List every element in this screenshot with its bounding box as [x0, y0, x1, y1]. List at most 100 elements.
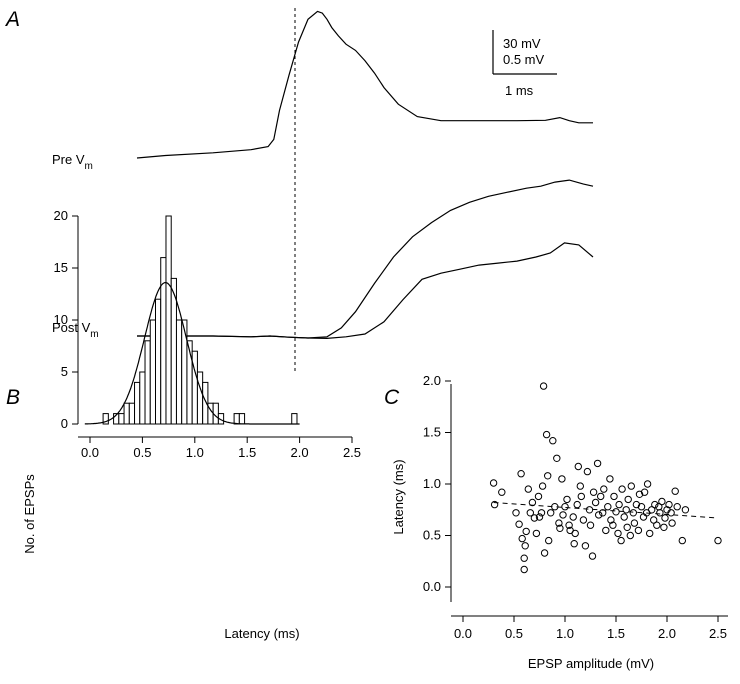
scatter-point	[540, 549, 549, 557]
scatter-x-tick-label: 1.0	[556, 626, 574, 641]
scatter-point	[635, 490, 644, 498]
scatter-point	[656, 509, 664, 517]
scatter-point	[586, 521, 595, 529]
scatter-point	[569, 513, 577, 521]
histogram-bar	[165, 215, 172, 425]
histogram-bar	[134, 381, 141, 425]
scatter-point	[615, 500, 623, 509]
scatter-point	[498, 488, 506, 496]
scatter-point	[606, 475, 614, 483]
regression-dashed-line	[493, 502, 719, 519]
scatter-point	[597, 492, 605, 501]
scatter-point	[576, 482, 584, 490]
scatter-point	[542, 430, 551, 439]
post-vm-label: Post Vm	[52, 320, 99, 340]
scatter-y-axis-title: Latency (ms)	[391, 459, 406, 534]
panel-a-letter: A	[4, 8, 20, 31]
scatter-point	[577, 492, 585, 501]
scale-bar-1ms: 1 ms	[505, 83, 534, 98]
panel-c-letter: C	[384, 386, 400, 409]
scatter-point	[561, 503, 569, 511]
scatter-point	[634, 526, 643, 535]
scatter-y-tick-label: 0.5	[423, 528, 441, 543]
histogram-bar	[170, 277, 177, 425]
scatter-point	[612, 508, 620, 516]
scatter-point	[537, 509, 546, 517]
scatter-point	[667, 509, 675, 517]
histogram-bar	[118, 413, 125, 425]
scatter-point	[651, 500, 659, 509]
histogram-bar	[175, 319, 183, 425]
scatter-point	[553, 454, 561, 462]
scatter-x-tick-label: 0.5	[505, 626, 523, 641]
histogram-y-tick-label: 20	[54, 208, 68, 223]
scatter-point	[515, 520, 523, 528]
scatter-point	[609, 521, 617, 529]
histogram-y-tick-label: 0	[61, 416, 68, 431]
scatter-point	[622, 506, 630, 514]
scatter-point	[490, 500, 499, 509]
scale-bar-30mv: 30 mV	[503, 36, 541, 51]
scatter-point	[570, 540, 578, 548]
scatter-point	[714, 536, 722, 545]
scatter-point	[581, 542, 590, 550]
scatter-point	[573, 500, 581, 509]
scatter-y-tick-label: 2.0	[423, 373, 441, 388]
scatter-point	[593, 459, 602, 468]
scatter-point	[665, 500, 673, 509]
scatter-point	[534, 492, 543, 501]
histogram-x-tick-label: 1.5	[238, 445, 256, 460]
histogram-y-axis-title: No. of EPSPs	[22, 474, 37, 554]
scatter-y-tick-label: 0.0	[423, 579, 441, 594]
histogram-y-tick-label: 5	[61, 364, 68, 379]
histogram-bar	[291, 413, 298, 425]
histogram-bar	[155, 298, 162, 425]
scatter-point	[558, 475, 566, 483]
scatter-point	[535, 513, 544, 521]
histogram-x-tick-label: 2.0	[291, 445, 309, 460]
scatter-x-axis-title: EPSP amplitude (mV)	[528, 656, 654, 671]
scatter-point	[604, 503, 612, 511]
histogram-bar	[128, 402, 136, 425]
scatter-point	[571, 529, 579, 538]
histogram-bar	[149, 319, 156, 425]
scatter-point	[583, 467, 592, 476]
scatter-point	[574, 462, 582, 471]
pre-vm-trace	[136, 10, 593, 159]
scatter-point	[673, 503, 681, 511]
histogram-bar	[123, 402, 130, 425]
scatter-point	[658, 497, 666, 506]
scale-bar-05mv: 0.5 mV	[503, 52, 545, 67]
scatter-point	[678, 536, 686, 545]
scatter-point	[545, 536, 553, 545]
scatter-point	[629, 509, 637, 517]
scatter-point	[661, 514, 669, 522]
scatter-point	[565, 521, 573, 529]
scatter-point	[556, 524, 564, 532]
histogram-x-tick-label: 0.5	[133, 445, 151, 460]
scatter-point	[549, 437, 557, 445]
scatter-point	[632, 500, 641, 509]
scatter-x-tick-label: 2.5	[709, 626, 727, 641]
histogram-x-tick-label: 1.0	[186, 445, 204, 460]
scatter-point	[539, 382, 548, 390]
scatter-point	[627, 482, 635, 490]
histogram-bar	[233, 413, 240, 425]
scatter-point	[526, 509, 534, 517]
scatter-point	[623, 523, 631, 531]
scatter-point	[660, 523, 668, 531]
scatter-point	[589, 488, 598, 496]
scatter-point	[588, 552, 597, 560]
scatter-point	[602, 526, 610, 535]
scatter-point	[521, 542, 529, 550]
scatter-point	[512, 509, 520, 517]
pre-vm-label: Pre Vm	[52, 152, 93, 172]
scatter-point	[517, 470, 525, 478]
scatter-point	[555, 519, 563, 527]
scatter-y-tick-label: 1.5	[423, 425, 441, 440]
scatter-point	[591, 498, 600, 507]
scatter-point	[522, 527, 530, 536]
histogram-x-tick-label: 2.5	[343, 445, 361, 460]
scatter-point	[520, 565, 528, 574]
